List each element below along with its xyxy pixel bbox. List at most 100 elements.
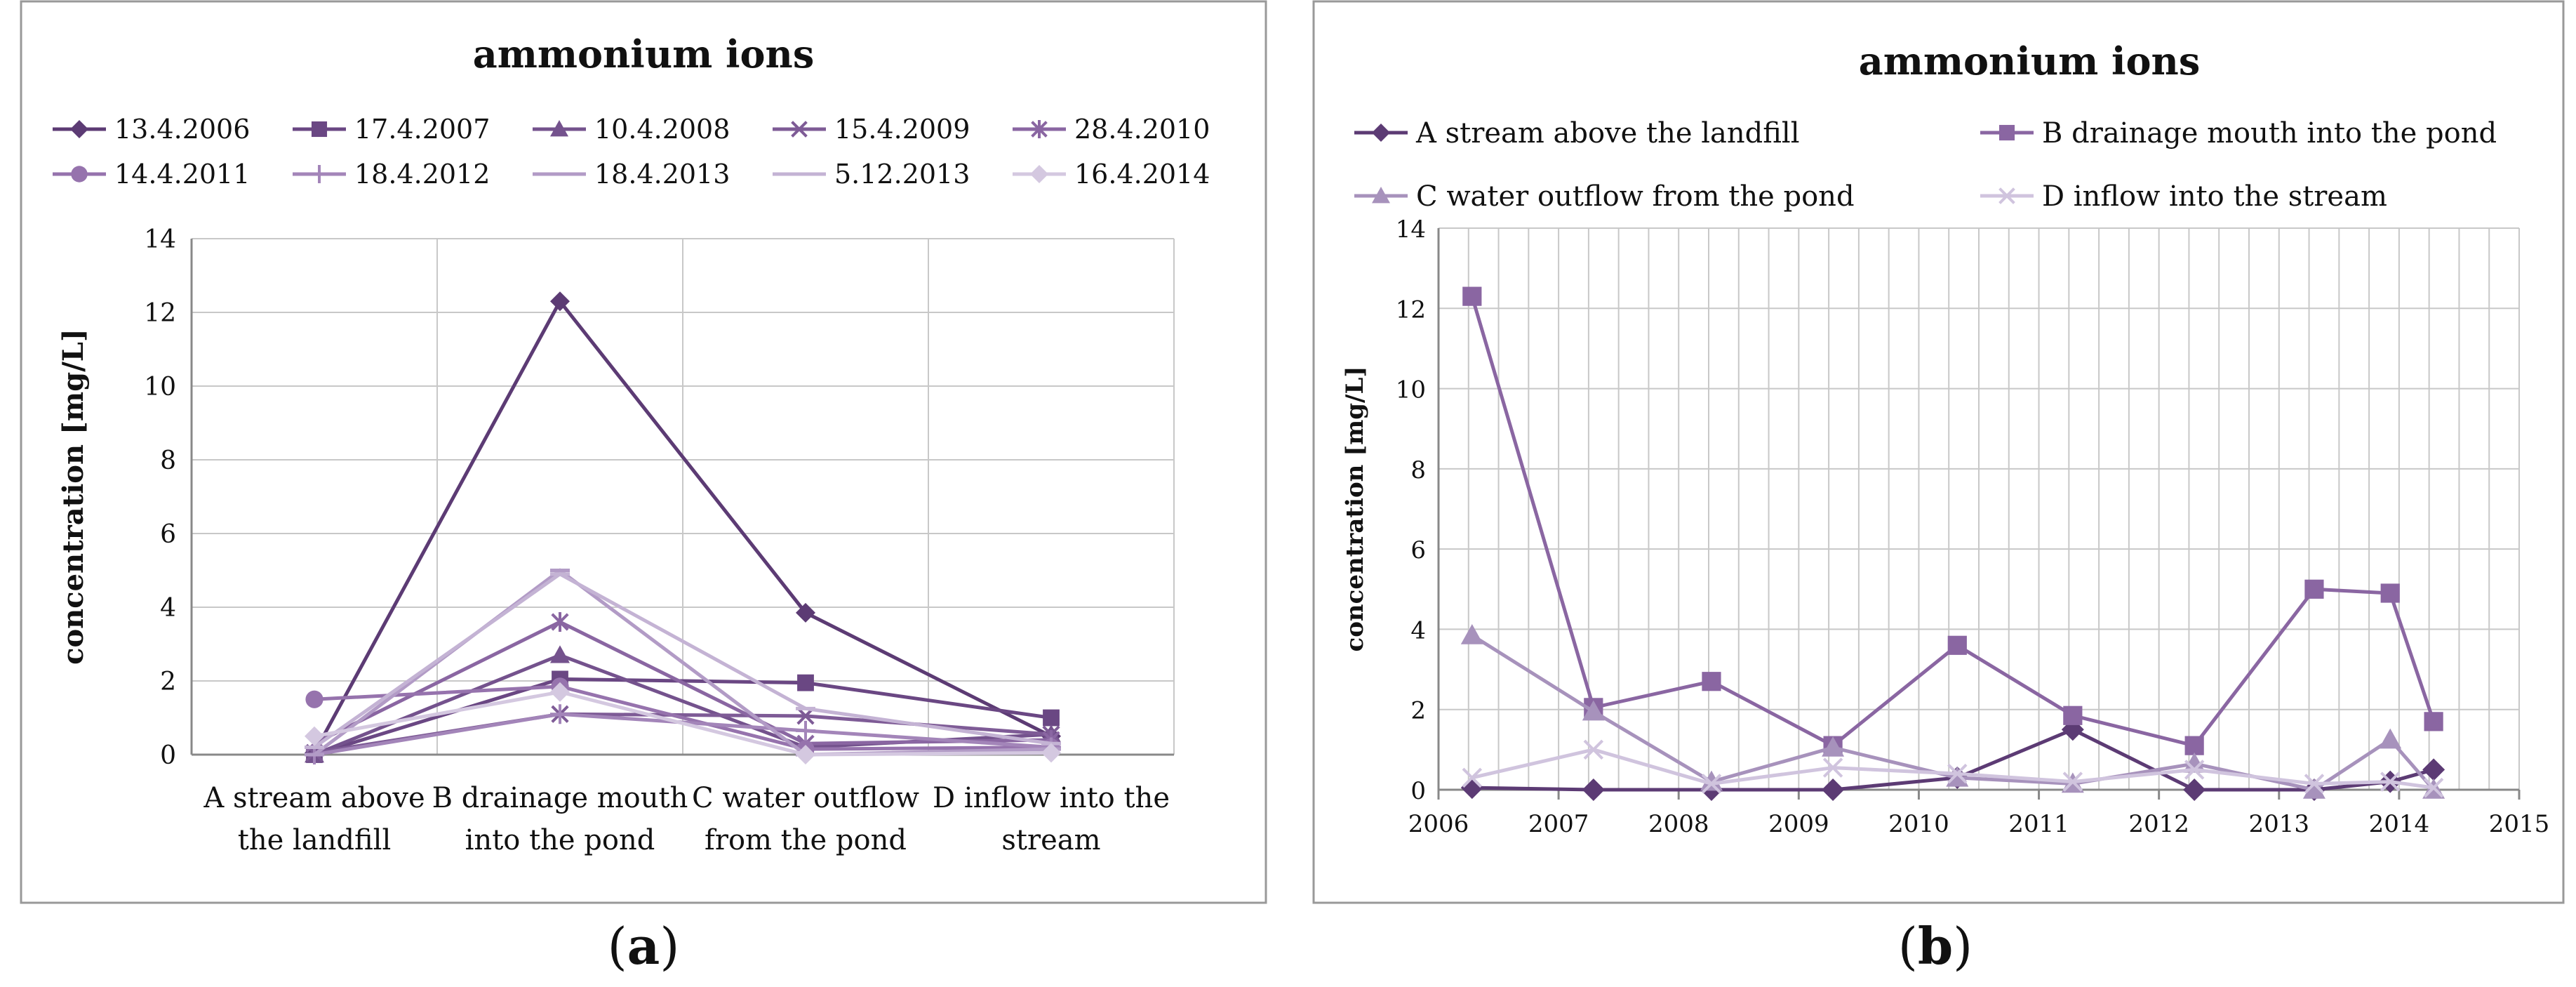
- tick-label-b-y-4: 4: [1410, 616, 1426, 644]
- point-a-10-4-2008-1: [550, 645, 570, 663]
- point-a-14-4-2011-0: [305, 690, 323, 708]
- legend-a-label-17-4-2007: 17.4.2007: [354, 114, 490, 145]
- legend-b-label-d-inflow-into-the-stream: D inflow into the stream: [2042, 180, 2387, 213]
- legend-a-entry-16-4-2014: 16.4.2014: [1013, 159, 1210, 190]
- point-a-16-4-2014-1: [550, 682, 570, 702]
- point-a-18-4-2012-1: [550, 704, 570, 724]
- series-a-16-4-2014: [305, 682, 1061, 764]
- point-a-16-4-2014-0: [305, 726, 324, 746]
- tick-label-a-x-2-line-0: C water outflow: [692, 782, 919, 814]
- point-b-d-inflow-into-the-stream-9: [2423, 777, 2444, 798]
- tick-label-a-x-3-line-1: stream: [1001, 824, 1100, 856]
- tick-label-a-y-14: 14: [144, 225, 176, 254]
- point-b-d-inflow-into-the-stream-2: [1701, 774, 1722, 794]
- series-a-line-5-12-2013: [313, 571, 1052, 749]
- legend-a-label-18-4-2012: 18.4.2012: [354, 159, 490, 190]
- legend-a-key-14-4-2011-marker: [71, 166, 88, 183]
- point-b-d-inflow-into-the-stream-0: [1462, 767, 1483, 788]
- point-a-13-4-2006-2: [796, 602, 815, 623]
- tick-label-a-x-0-line-1: the landfill: [238, 824, 392, 856]
- tick-label-a-x-1-line-1: into the pond: [465, 824, 655, 856]
- subfigure-label-b-text: b: [1917, 916, 1954, 976]
- point-b-c-water-outflow-from-the-pond-1: [1582, 700, 1605, 721]
- tick-label-a-y-4: 4: [160, 594, 176, 623]
- point-b-c-water-outflow-from-the-pond-4: [1946, 766, 1969, 787]
- point-b-a-stream-above-the-landfill-9: [2422, 758, 2445, 781]
- legend-a-key-10-4-2008-marker: [550, 120, 568, 137]
- legend-b-key-d-inflow-into-the-stream-marker: [1998, 187, 2015, 204]
- tick-label-b-y-2: 2: [1410, 697, 1426, 725]
- legend-a-key-28-4-2010-marker: [1031, 120, 1048, 138]
- tick-label-a-x-1-line-0: B drainage mouth: [432, 782, 688, 814]
- tick-label-a-y-10: 10: [144, 373, 176, 402]
- point-a-16-4-2014-2: [796, 745, 815, 764]
- series-b-line-b-drainage-mouth-into-the-pond: [1470, 296, 2436, 748]
- point-a-16-4-2014-3: [1041, 743, 1061, 763]
- point-b-b-drainage-mouth-into-the-pond-9: [2424, 712, 2443, 731]
- axis-label-a-y: concentration [mg/L]: [57, 329, 90, 665]
- chart-panel-a: ammonium ions 13.4.2006 17.4.2007 10.4.2008…: [20, 0, 1267, 987]
- chart-a-title: ammonium ions: [473, 32, 814, 77]
- point-b-c-water-outflow-from-the-pond-7: [2302, 779, 2325, 799]
- tick-label-b-y-12: 12: [1396, 296, 1426, 324]
- legend-a-key-15-4-2009-marker: [791, 121, 808, 138]
- tick-label-b-x-2006: 2006: [1408, 810, 1469, 838]
- point-b-d-inflow-into-the-stream-6: [2184, 760, 2205, 780]
- legend-b-entry-d-inflow-into-the-stream: D inflow into the stream: [1980, 180, 2387, 213]
- tick-label-b-x-2012: 2012: [2128, 810, 2189, 838]
- legend-a-entry-5-12-2013: 5.12.2013: [773, 159, 970, 190]
- point-b-d-inflow-into-the-stream-7: [2304, 774, 2325, 794]
- legend-b-key-b-drainage-mouth-into-the-pond-marker: [1998, 124, 2015, 141]
- tick-label-b-x-2008: 2008: [1648, 810, 1709, 838]
- axis-label-b-y: concentration [mg/L]: [1341, 366, 1369, 652]
- tick-label-b-x-2010: 2010: [1888, 810, 1949, 838]
- chart-b: ammonium ions A stream above the landfill…: [1312, 0, 2565, 904]
- point-a-13-4-2006-1: [550, 291, 570, 312]
- series-b-line-d-inflow-into-the-stream: [1471, 748, 2434, 790]
- point-b-c-water-outflow-from-the-pond-3: [1822, 736, 1845, 757]
- legend-a-key-13-4-2006-marker: [70, 120, 88, 138]
- point-b-b-drainage-mouth-into-the-pond-8: [2380, 583, 2400, 603]
- tick-label-b-x-2009: 2009: [1768, 810, 1829, 838]
- point-b-d-inflow-into-the-stream-3: [1822, 757, 1843, 778]
- point-b-b-drainage-mouth-into-the-pond-6: [2184, 736, 2204, 755]
- point-b-c-water-outflow-from-the-pond-8: [2379, 728, 2402, 749]
- legend-a-label-10-4-2008: 10.4.2008: [594, 114, 730, 145]
- series-b-line-c-water-outflow-from-the-pond: [1471, 633, 2436, 792]
- point-a-18-4-2012-2: [796, 720, 815, 741]
- point-b-b-drainage-mouth-into-the-pond-4: [1947, 635, 1967, 655]
- tick-label-b-x-2014: 2014: [2369, 810, 2430, 838]
- subfigure-label-b: (b): [1897, 916, 1973, 976]
- legend-a-entry-28-4-2010: 28.4.2010: [1013, 114, 1210, 145]
- legend-b-label-c-water-outflow-from-the-pond: C water outflow from the pond: [1416, 180, 1855, 213]
- tick-label-a-y-0: 0: [160, 741, 176, 770]
- legend-a-key-16-4-2014-marker: [1030, 165, 1048, 183]
- legend-a-key-17-4-2007-marker: [311, 121, 328, 138]
- tick-label-a-x-1: B drainage mouth into the pond: [432, 782, 688, 856]
- tick-label-b-y-8: 8: [1410, 456, 1426, 484]
- point-b-b-drainage-mouth-into-the-pond-0: [1462, 286, 1482, 306]
- point-b-d-inflow-into-the-stream-5: [2062, 771, 2083, 792]
- tick-label-b-x-2011: 2011: [2008, 810, 2069, 838]
- point-b-a-stream-above-the-landfill-1: [1582, 779, 1605, 801]
- series-b-line-a-stream-above-the-landfill: [1471, 727, 2434, 792]
- legend-a-entry-14-4-2011: 14.4.2011: [53, 159, 250, 190]
- legend-b-key-a-stream-above-the-landfill-marker: [1372, 124, 1390, 142]
- legend-a-label-5-12-2013: 5.12.2013: [834, 159, 970, 190]
- legend-a-label-16-4-2014: 16.4.2014: [1074, 159, 1210, 190]
- tick-label-b-x-2007: 2007: [1528, 810, 1589, 838]
- legend-b-entry-c-water-outflow-from-the-pond: C water outflow from the pond: [1354, 180, 1855, 213]
- tick-label-a-y-6: 6: [160, 520, 176, 549]
- legend-b-entry-a-stream-above-the-landfill: A stream above the landfill: [1354, 117, 1800, 150]
- legend-a-key-18-4-2012-marker: [310, 165, 328, 183]
- tick-label-b-y-10: 10: [1396, 376, 1426, 404]
- point-b-d-inflow-into-the-stream-4: [1947, 763, 1968, 784]
- point-a-17-4-2007-2: [797, 674, 814, 691]
- legend-a-entry-10-4-2008: 10.4.2008: [533, 114, 730, 145]
- legend-a-label-28-4-2010: 28.4.2010: [1074, 114, 1210, 145]
- tick-label-a-y-8: 8: [160, 446, 176, 475]
- point-b-d-inflow-into-the-stream-1: [1583, 739, 1604, 760]
- point-b-b-drainage-mouth-into-the-pond-7: [2304, 579, 2324, 599]
- series-b-d-inflow-into-the-stream: [1462, 739, 2444, 798]
- tick-label-a-x-0: A stream above the landfill: [203, 782, 425, 856]
